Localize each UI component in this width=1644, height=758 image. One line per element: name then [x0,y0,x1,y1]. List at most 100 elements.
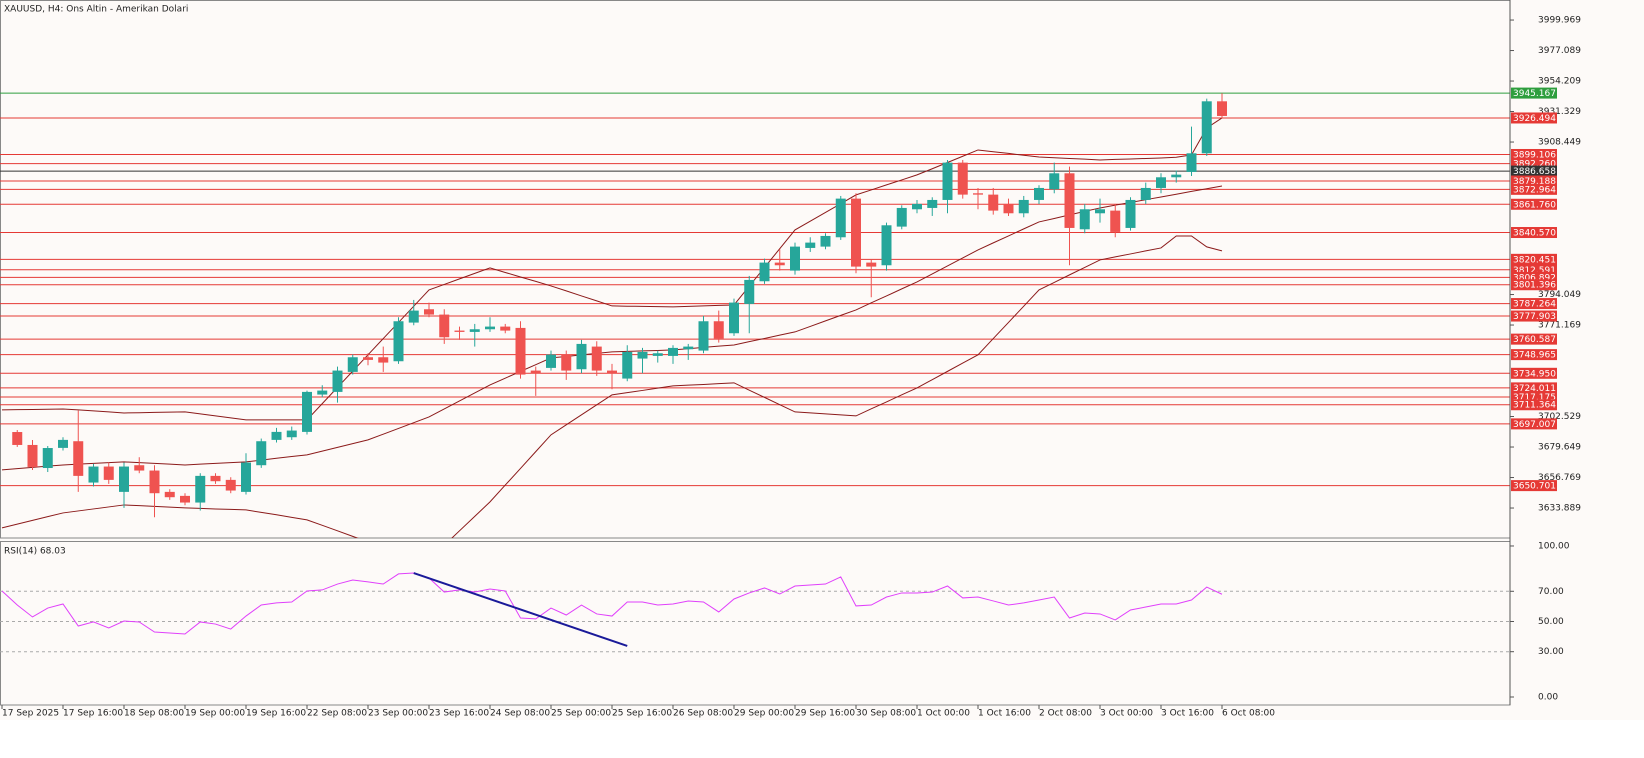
price-label-bg [1511,418,1557,430]
candle-body [805,242,816,248]
y-tick-label: 3999.969 [1538,16,1581,26]
candle-body [820,235,831,247]
candle-body [500,326,511,331]
candle-body [851,198,861,267]
candle-body [393,321,404,362]
price-label-bg [1511,279,1557,291]
candle-body [546,354,556,368]
y-tick-label: 50.00 [1538,617,1564,627]
candle-body [1018,199,1029,214]
candle-body [27,444,38,467]
x-tick-label: 23 Sep 16:00 [429,709,489,719]
price-label: 3945.167 [1513,89,1556,99]
x-tick-label: 18 Sep 08:00 [124,709,184,719]
candle-body [363,357,373,360]
candle-body [1079,209,1090,230]
chart-title: XAUUSD, H4: Ons Altin - Amerikan Dolari [4,5,188,15]
candle-body [530,370,541,374]
y-tick-label: 100.00 [1538,541,1570,551]
price-label-bg [1511,391,1557,403]
candle-body [210,475,221,482]
candle-body [180,495,190,503]
x-tick-label: 22 Sep 08:00 [307,709,367,719]
y-tick-label: 3931.329 [1538,107,1581,117]
y-tick-label: 3771.169 [1538,321,1581,331]
price-label: 3879.188 [1513,177,1556,187]
candle-body [713,321,724,339]
price-label-bg [1511,382,1557,394]
price-label-bg [1511,183,1557,195]
y-tick-label: 30.00 [1538,647,1564,657]
x-tick-label: 29 Sep 16:00 [795,709,855,719]
price-label-bg [1511,298,1557,310]
candle-body [164,491,175,498]
x-tick-label: 29 Sep 00:00 [734,709,794,719]
x-tick-label: 2 Oct 08:00 [1039,709,1092,719]
price-label-bg [1511,349,1557,361]
x-tick-label: 25 Sep 00:00 [551,709,611,719]
price-label: 3806.892 [1513,273,1556,283]
price-label: 3650.701 [1513,482,1556,492]
candle-body [591,346,602,371]
price-label-bg [1511,148,1557,160]
price-label-bg [1511,112,1557,124]
candle-body [668,347,678,356]
price-label-bg [1511,175,1557,187]
price-label: 3777.903 [1513,312,1556,322]
candle-body [881,225,892,266]
candle-body [744,279,755,304]
candle-body [42,448,53,469]
price-label-bg [1511,310,1557,322]
rsi-title: RSI(14) 68.03 [4,547,66,557]
y-tick-label: 3656.769 [1538,473,1581,483]
candle-body [1125,199,1136,228]
price-label: 3926.494 [1513,114,1556,124]
candle-body [652,353,663,356]
price-label: 3899.106 [1513,150,1556,160]
price-label-bg [1511,367,1557,379]
price-label-bg [1511,87,1557,99]
candle-body [302,391,312,432]
price-label-bg [1511,198,1557,210]
candle-body [515,327,526,375]
x-tick-label: 6 Oct 08:00 [1222,709,1275,719]
candle-body [1156,177,1166,188]
background [0,0,1644,720]
price-label-bg [1511,271,1557,283]
candle-body [1171,174,1182,178]
price-label: 3812.591 [1513,266,1556,276]
price-label: 3820.451 [1513,255,1556,265]
candle-body [942,162,953,200]
x-tick-label: 23 Sep 00:00 [368,709,428,719]
candle-body [1049,173,1060,190]
x-tick-label: 17 Sep 2025 [2,709,59,719]
candle-body [729,302,739,334]
bollinger-band [1,235,1223,538]
candle-body [957,162,968,195]
candle-body [408,310,419,323]
x-tick-label: 24 Sep 08:00 [490,709,550,719]
candle-body [88,466,99,483]
price-label-bg [1511,227,1557,239]
candle-body [256,441,267,466]
candle-body [622,351,633,379]
candle-body [149,470,160,494]
price-label-bg [1511,333,1557,345]
price-label: 3760.587 [1513,335,1556,345]
price-label-bg [1511,399,1557,411]
x-tick-label: 1 Oct 16:00 [978,709,1031,719]
y-tick-label: 3977.089 [1538,46,1581,56]
candle-body [332,370,343,392]
candle-body [1064,173,1075,228]
candle-body [241,462,251,492]
bollinger-band [1,185,1223,471]
candle-body [454,330,465,332]
y-tick-label: 3702.529 [1538,412,1581,422]
rsi-plot [0,572,1510,653]
x-tick-label: 30 Sep 08:00 [856,709,916,719]
candle-body [988,194,999,211]
x-tick-label: 1 Oct 00:00 [917,709,970,719]
price-label: 3734.950 [1513,369,1556,379]
candle-body [790,246,800,271]
